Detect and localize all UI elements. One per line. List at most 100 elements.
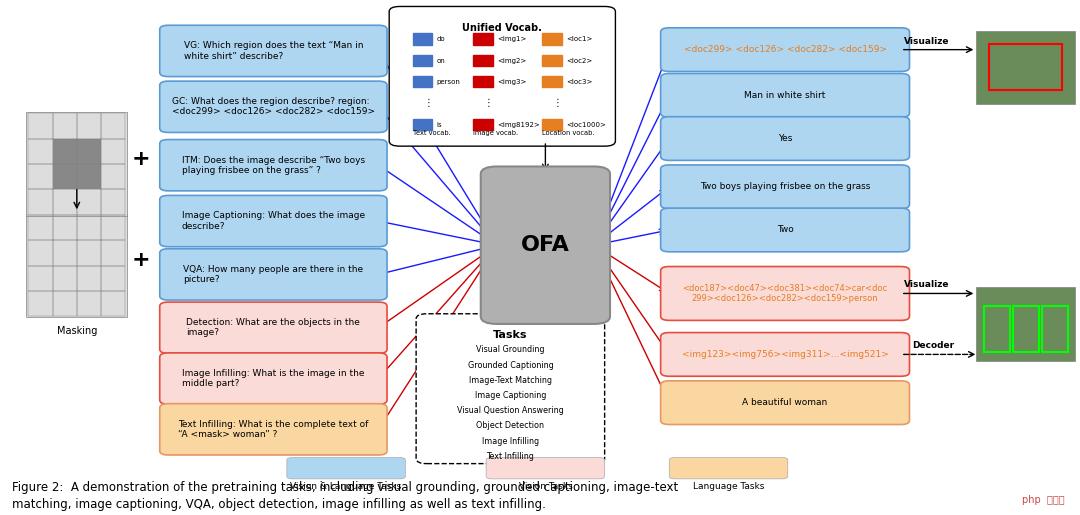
FancyBboxPatch shape [26,112,127,216]
Text: Image Captioning: Image Captioning [475,391,546,400]
Bar [102,113,125,139]
Text: Text Infilling: What is the complete text of
“A <mask> woman” ?: Text Infilling: What is the complete tex… [178,420,368,439]
Bar [53,266,77,291]
Bar [102,291,125,316]
FancyBboxPatch shape [416,314,605,464]
Bar [53,190,77,215]
Bar [1042,305,1068,352]
Bar [542,55,562,66]
Text: OFA: OFA [521,235,570,255]
FancyBboxPatch shape [976,287,1076,360]
Text: VQA: How many people are there in the
picture?: VQA: How many people are there in the pi… [184,265,364,284]
Text: Image-Text Matching: Image-Text Matching [469,376,552,385]
Bar [413,119,432,130]
Text: <loc1>: <loc1> [566,37,592,42]
FancyBboxPatch shape [160,25,387,77]
Bar [102,164,125,190]
FancyBboxPatch shape [661,28,909,72]
FancyBboxPatch shape [160,249,387,300]
Text: Vision & Language Tasks: Vision & Language Tasks [291,483,402,491]
Text: on: on [436,58,445,64]
Bar [28,139,53,164]
Bar [28,266,53,291]
Bar [77,266,102,291]
Text: VG: Which region does the text “Man in
white shirt” describe?: VG: Which region does the text “Man in w… [184,41,363,61]
FancyBboxPatch shape [160,81,387,132]
Text: ⋮: ⋮ [484,98,494,109]
Text: ⋮: ⋮ [423,98,433,109]
Text: ITM: Does the image describe “Two boys
playing frisbee on the grass” ?: ITM: Does the image describe “Two boys p… [181,156,365,175]
Bar [542,33,562,45]
Bar [28,240,53,266]
Bar [473,33,492,45]
FancyBboxPatch shape [26,214,127,317]
FancyBboxPatch shape [661,74,909,117]
FancyBboxPatch shape [160,195,387,247]
Text: GC: What does the region describe? region:
<doc299> <doc126> <doc282> <doc159>: GC: What does the region describe? regio… [172,97,375,116]
FancyBboxPatch shape [661,267,909,320]
Bar [28,291,53,316]
FancyBboxPatch shape [389,7,616,146]
Bar [28,215,53,240]
Text: <doc299> <doc126> <doc282> <doc159>: <doc299> <doc126> <doc282> <doc159> [684,45,887,54]
FancyBboxPatch shape [160,140,387,191]
Bar [77,139,102,164]
Text: Unified Vocab.: Unified Vocab. [462,23,542,33]
Bar [413,33,432,45]
Bar [989,44,1063,90]
Bar [102,190,125,215]
Text: <loc1000>: <loc1000> [566,122,606,128]
Text: +: + [132,250,151,270]
Text: Visual Grounding: Visual Grounding [476,345,544,354]
Text: Grounded Captioning: Grounded Captioning [468,360,553,369]
Text: is: is [436,122,442,128]
Bar [1013,305,1039,352]
Text: person: person [436,79,460,85]
Text: Visualize: Visualize [904,280,949,289]
Text: Yes: Yes [778,134,793,143]
Bar [102,215,125,240]
Bar [77,164,102,190]
Bar [53,240,77,266]
Text: Decoder: Decoder [912,341,954,350]
Text: Two boys playing frisbee on the grass: Two boys playing frisbee on the grass [700,182,870,191]
Text: Visual Question Answering: Visual Question Answering [457,406,564,415]
Text: Two: Two [777,226,794,234]
Text: Detection: What are the objects in the
image?: Detection: What are the objects in the i… [187,318,361,337]
Bar [53,291,77,316]
FancyBboxPatch shape [481,166,610,324]
Text: matching, image captioning, VQA, object detection, image infilling as well as te: matching, image captioning, VQA, object … [12,498,546,511]
Bar [542,119,562,130]
FancyBboxPatch shape [670,457,787,479]
Bar [413,76,432,87]
Bar [102,240,125,266]
Text: Text Infilling: Text Infilling [486,452,535,461]
Bar [77,215,102,240]
Text: Figure 2:  A demonstration of the pretraining tasks, including visual grounding,: Figure 2: A demonstration of the pretrai… [12,482,678,494]
Text: Masking: Masking [56,327,97,336]
Bar [53,215,77,240]
FancyBboxPatch shape [160,404,387,455]
Text: +: + [132,149,151,169]
Text: ⋮: ⋮ [553,98,563,109]
Bar [984,305,1010,352]
FancyBboxPatch shape [976,31,1076,104]
Text: <img8192>: <img8192> [497,122,540,128]
Text: Tasks: Tasks [494,330,528,340]
FancyBboxPatch shape [661,165,909,209]
Bar [473,76,492,87]
Text: Visualize: Visualize [904,37,949,45]
FancyBboxPatch shape [661,117,909,160]
Bar [77,240,102,266]
Text: Man in white shirt: Man in white shirt [744,91,826,100]
FancyBboxPatch shape [661,381,909,424]
Text: Image Infilling: Image Infilling [482,437,539,445]
Text: Image vocab.: Image vocab. [473,130,518,136]
Text: <img123><img756><img311>...<img521>: <img123><img756><img311>...<img521> [681,350,889,359]
Text: Language Tasks: Language Tasks [693,483,765,491]
Bar [413,55,432,66]
Text: Image Infilling: What is the image in the
middle part?: Image Infilling: What is the image in th… [183,369,365,388]
Text: <img3>: <img3> [497,79,526,85]
Text: <loc3>: <loc3> [566,79,592,85]
Text: A beautiful woman: A beautiful woman [742,398,827,407]
